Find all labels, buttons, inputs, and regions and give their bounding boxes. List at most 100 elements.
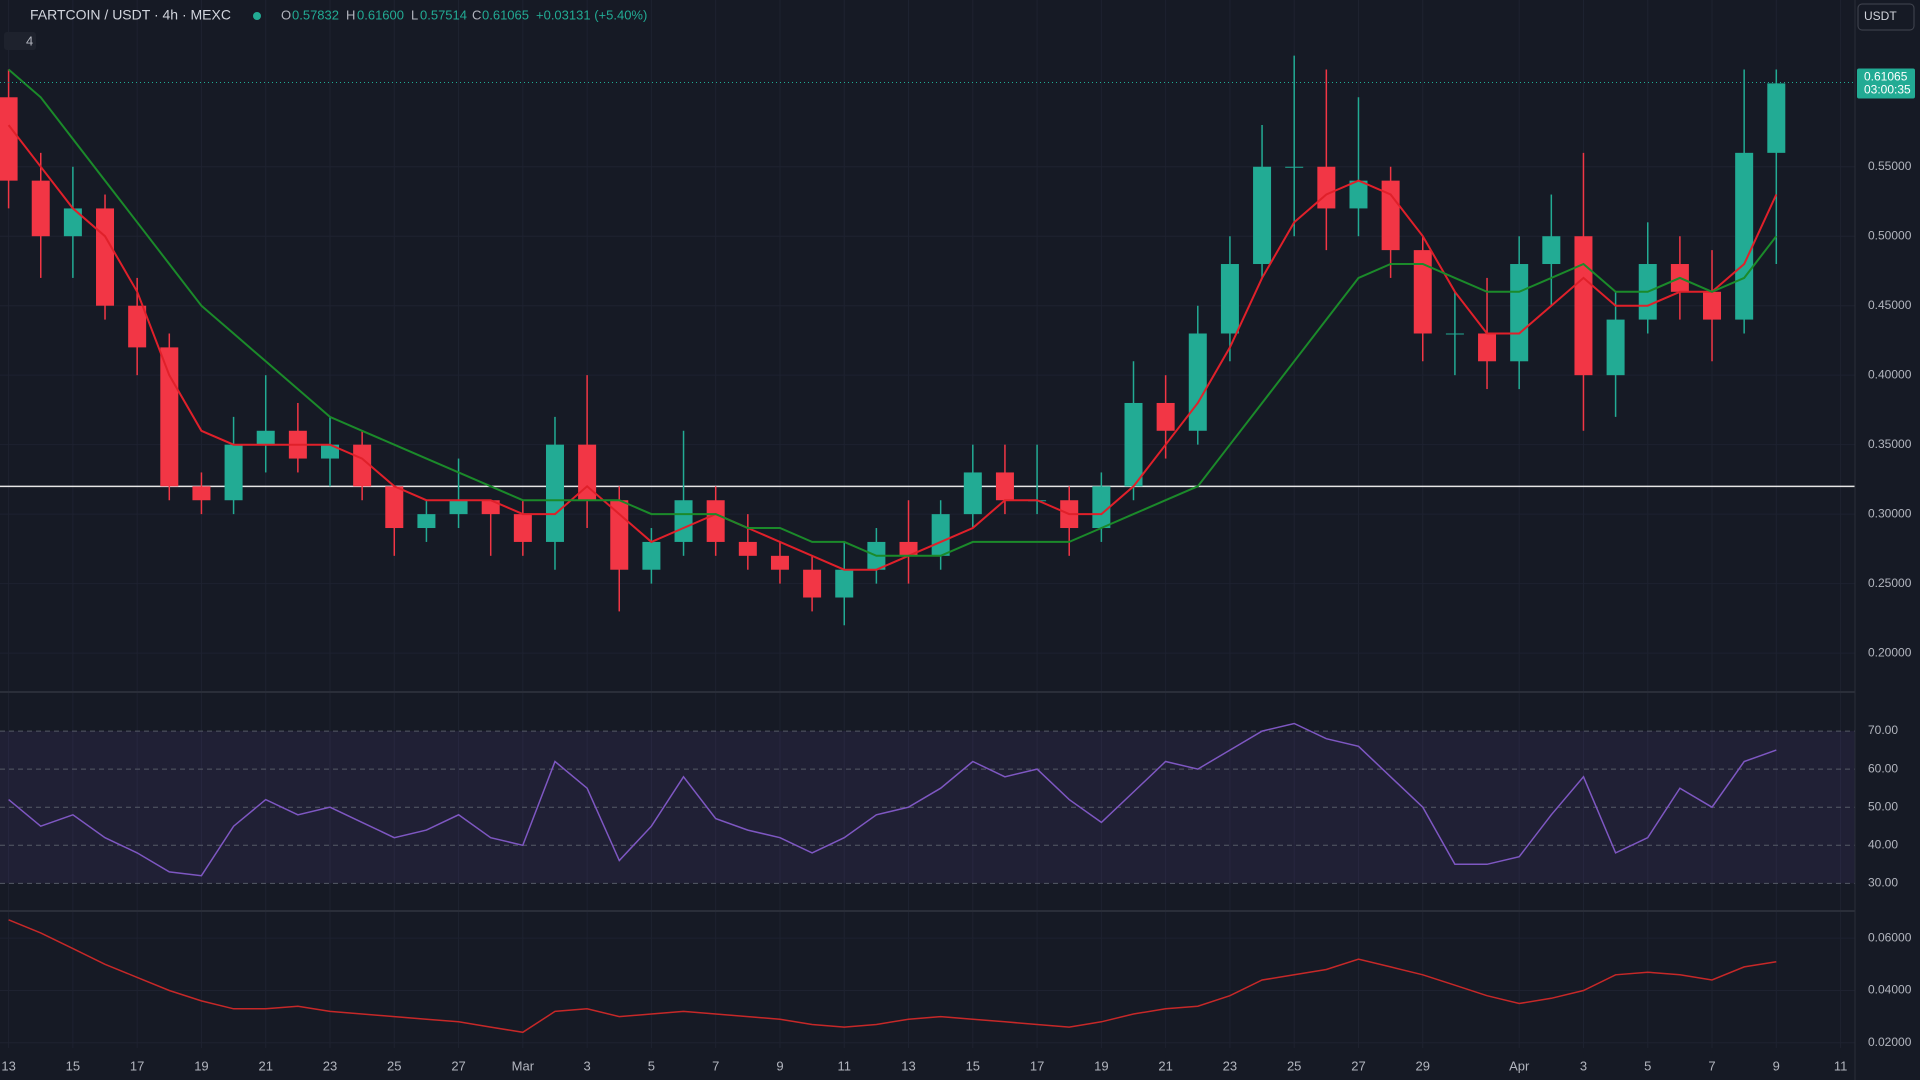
x-tick-label: 21 — [258, 1058, 272, 1073]
x-tick-label: 19 — [1094, 1058, 1108, 1073]
c-label: C — [472, 7, 481, 22]
candle-body — [1574, 236, 1593, 376]
candle-body — [1445, 333, 1464, 335]
price-tag-label: 0.61065 — [1864, 70, 1908, 84]
y-tick-label: 0.04000 — [1868, 983, 1912, 997]
c-value: 0.61065 — [482, 7, 529, 22]
candle-body — [835, 569, 854, 598]
x-tick-label: 23 — [1223, 1058, 1237, 1073]
candle-body — [1735, 152, 1754, 320]
countdown: 03:00:35 — [1864, 83, 1911, 97]
l-value: 0.57514 — [420, 7, 467, 22]
candle-body — [417, 514, 436, 529]
x-tick-label: 23 — [323, 1058, 337, 1073]
grid-layer — [0, 0, 1855, 1048]
candle-body — [513, 514, 532, 542]
change: +0.03131 (+5.40%) — [536, 7, 647, 22]
candle-body — [1606, 319, 1625, 376]
candle-body — [803, 569, 822, 598]
x-tick-label: 7 — [1708, 1058, 1715, 1073]
candle-body — [1253, 166, 1272, 265]
status-dot — [253, 12, 261, 20]
candle-body — [1285, 166, 1304, 168]
h-label: H — [346, 7, 355, 22]
candle-body — [224, 444, 243, 501]
y-tick-label: 60.00 — [1868, 761, 1898, 775]
y-tick-label: 0.25000 — [1868, 576, 1912, 590]
y-tick-label: 70.00 — [1868, 723, 1898, 737]
candle-body — [1510, 264, 1529, 362]
h-value: 0.61600 — [357, 7, 404, 22]
currency-button[interactable] — [1857, 3, 1915, 31]
line — [7, 124, 1778, 571]
line — [7, 68, 1778, 557]
candle-body — [610, 500, 629, 570]
x-tick-label: 15 — [966, 1058, 980, 1073]
y-tick-label: 0.55000 — [1868, 159, 1912, 173]
candle-body — [1413, 250, 1432, 334]
x-tick-label: 11 — [837, 1058, 851, 1073]
indicator-toggle[interactable] — [4, 32, 36, 50]
candle-body — [481, 500, 500, 515]
candle-body — [545, 444, 564, 542]
y-tick-label: 30.00 — [1868, 876, 1898, 890]
candle-body — [706, 500, 725, 542]
candle-body — [256, 430, 275, 445]
x-tick-label: 27 — [1351, 1058, 1365, 1073]
x-tick-label: 29 — [1416, 1058, 1430, 1073]
candle-body — [96, 208, 115, 306]
candle-body — [0, 97, 18, 181]
y-tick-label: 50.00 — [1868, 799, 1898, 813]
candle-body — [1767, 83, 1786, 153]
y-tick-label: 0.50000 — [1868, 228, 1912, 242]
candle-body — [1349, 180, 1368, 209]
x-tick-label: 9 — [1773, 1058, 1780, 1073]
x-tick-label: Apr — [1509, 1058, 1530, 1073]
candle-body — [674, 500, 693, 542]
x-tick-label: 13 — [1, 1058, 15, 1073]
x-tick-label: 17 — [1030, 1058, 1044, 1073]
candle-body — [160, 347, 179, 487]
x-tick-label: 5 — [648, 1058, 655, 1073]
x-tick-label: 5 — [1644, 1058, 1651, 1073]
candle-body — [995, 472, 1014, 501]
line — [8, 722, 1777, 877]
y-tick-label: 0.45000 — [1868, 298, 1912, 312]
candle-body — [899, 541, 918, 556]
candle-body — [128, 305, 147, 348]
x-tick-label: 15 — [66, 1058, 80, 1073]
candle-body — [1478, 333, 1497, 362]
candle-body — [449, 500, 468, 515]
candle-body — [192, 486, 211, 501]
candle-body — [31, 180, 50, 237]
candle-body — [63, 208, 82, 237]
candle-body — [1156, 402, 1175, 431]
y-tick-label: 0.20000 — [1868, 645, 1912, 659]
candle-body — [578, 444, 597, 501]
candle-body — [1317, 166, 1336, 209]
candle-body — [963, 472, 982, 515]
x-tick-label: 17 — [130, 1058, 144, 1073]
x-tick-label: 13 — [901, 1058, 915, 1073]
x-tick-label: 19 — [194, 1058, 208, 1073]
l-label: L — [411, 7, 418, 22]
x-tick-label: 27 — [451, 1058, 465, 1073]
candle-body — [1703, 291, 1722, 320]
x-tick-label: Mar — [512, 1058, 535, 1073]
candle-body — [385, 486, 404, 529]
candle-body — [770, 555, 789, 570]
x-tick-label: 25 — [387, 1058, 401, 1073]
x-tick-label: 25 — [1287, 1058, 1301, 1073]
symbol: FARTCOIN / USDT · 4h · MEXC — [30, 7, 231, 23]
candle-body — [353, 444, 372, 487]
y-tick-label: 0.06000 — [1868, 930, 1912, 944]
candle-body — [1542, 236, 1561, 265]
y-tick-label: 40.00 — [1868, 837, 1898, 851]
indicator-count: 4 — [26, 33, 33, 48]
y-tick-label: 0.35000 — [1868, 437, 1912, 451]
candle-body — [642, 541, 661, 570]
x-tick-label: 3 — [584, 1058, 591, 1073]
candle-body — [1124, 402, 1143, 487]
